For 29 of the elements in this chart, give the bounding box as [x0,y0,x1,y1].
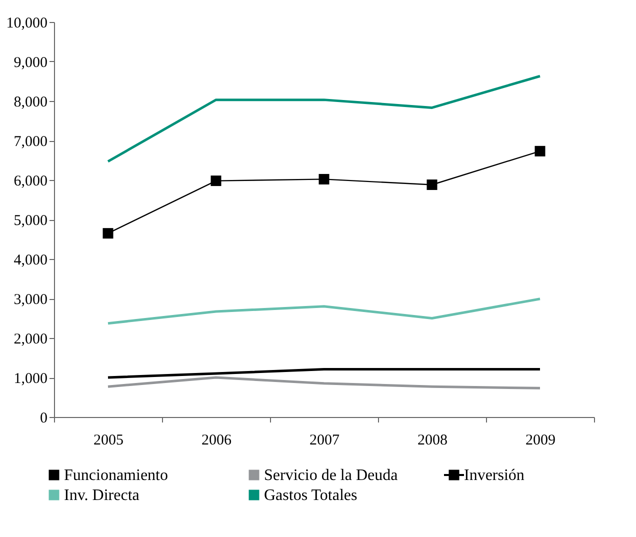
y-tick-label: 4,000 [14,252,48,268]
x-tick-label: 2006 [202,432,232,448]
point [102,228,114,239]
line-series [106,298,542,325]
x-tick-label: 2009 [526,432,556,448]
y-tick-label: 6,000 [14,174,48,190]
x-tick-label: 2007 [310,432,340,448]
y-tick-label: 7,000 [14,134,48,150]
legend-label: Inversión [464,467,524,484]
legend-label: Inv. Directa [64,487,140,504]
y-tick-label: 10,000 [6,16,48,32]
legend-label: Servicio de la Deuda [264,467,398,484]
y-tick-label: 3,000 [14,292,48,308]
line-series [106,376,542,390]
y-tick-label: 8,000 [14,94,48,110]
y-tick-label: 9,000 [14,55,48,71]
legend-label: Funcionamiento [64,467,168,484]
point [210,176,222,186]
y-tick-label: 0 [40,410,48,426]
y-tick-label: 5,000 [14,213,48,229]
line-series [106,74,542,163]
point [426,179,438,190]
x-tick-label: 2005 [94,432,124,448]
y-tick-label: 2,000 [14,332,48,348]
x-tick-label: 2008 [418,432,448,448]
point [318,174,330,184]
legend-label: Gastos Totales [264,487,358,504]
point [534,146,546,156]
y-tick-label: 1,000 [14,371,48,387]
